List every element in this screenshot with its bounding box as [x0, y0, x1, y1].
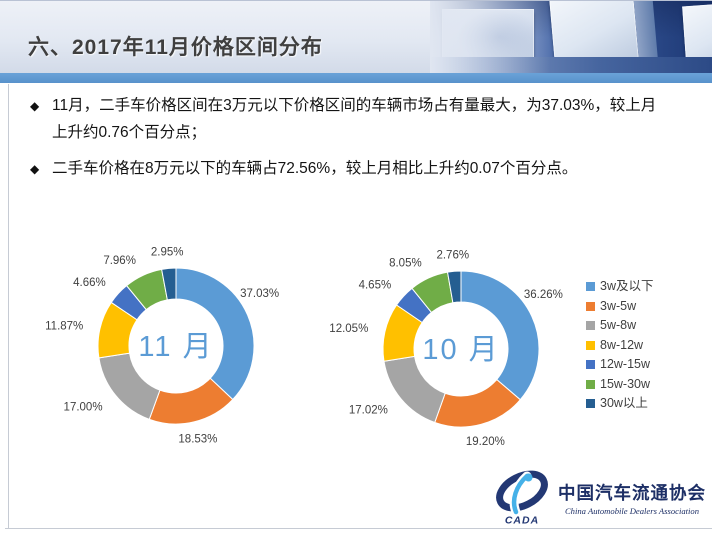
org-name-cn: 中国汽车流通协会 — [558, 483, 706, 503]
chart-center-label: 10 月 — [422, 334, 499, 366]
donut-slice — [446, 270, 462, 304]
legend-label: 30w以上 — [600, 396, 648, 411]
donut-slice — [175, 267, 255, 401]
slice-label: 37.03% — [240, 288, 279, 300]
slice-label: 4.66% — [73, 277, 106, 289]
legend-label: 3w-5w — [600, 298, 637, 313]
slice-label: 19.20% — [466, 436, 505, 448]
cada-acronym: CADA — [505, 515, 539, 527]
cada-logo: CADA 中国汽车流通协会 China Automobile Dealers A… — [494, 470, 706, 526]
org-name-en: China Automobile Dealers Association — [564, 506, 700, 516]
bullet-item: ◆ 二手车价格在8万元以下的车辆占72.56%，较上月相比上升约0.07个百分点… — [30, 155, 664, 182]
legend-swatch-icon — [586, 282, 595, 291]
diamond-bullet-icon: ◆ — [30, 99, 40, 113]
donut-chart-october: 36.26% 19.20% 17.02% 12.05% 4.65% 8.05% 2.76% 1… — [329, 249, 563, 448]
cube-icon — [682, 1, 712, 63]
slice-label: 2.76% — [436, 249, 469, 261]
bullet-item: ◆ 11月，二手车价格区间在3万元以下价格区间的车辆市场占有量最大，为37.03… — [30, 92, 664, 146]
cubes-fade — [430, 1, 550, 74]
header-cubes-art — [430, 1, 712, 74]
slice-label: 7.96% — [103, 255, 136, 267]
legend-item: 3w-5w — [586, 298, 653, 313]
legend-swatch-icon — [586, 321, 595, 330]
donut-slice — [98, 352, 161, 420]
legend-label: 8w-12w — [600, 337, 644, 352]
page-title: 六、2017年11月价格区间分布 — [28, 36, 323, 59]
logo-text: 中国汽车流通协会 China Automobile Dealers Associ… — [558, 480, 706, 516]
slice-label: 12.05% — [329, 323, 368, 335]
donut-slice — [460, 270, 540, 401]
legend-item: 5w-8w — [586, 318, 653, 333]
cube-face — [682, 1, 712, 63]
legend-label: 3w及以下 — [600, 279, 654, 294]
legend-item: 12w-15w — [586, 357, 653, 372]
donut-chart-november: 37.03% 18.53% 17.00% 11.87% 4.66% 7.96% 2.95% 1… — [45, 246, 279, 445]
content-left-border — [8, 84, 9, 528]
diamond-bullet-icon: ◆ — [30, 162, 40, 176]
chart-center-label: 11 月 — [138, 331, 213, 363]
legend-item: 15w-30w — [586, 376, 653, 391]
legend-label: 12w-15w — [600, 357, 651, 372]
legend-swatch-icon — [586, 360, 595, 369]
summary-bullets: ◆ 11月，二手车价格区间在3万元以下价格区间的车辆市场占有量最大，为37.03… — [30, 92, 664, 191]
legend-item: 3w及以下 — [586, 279, 654, 294]
slice-label: 36.26% — [524, 289, 563, 301]
bullet-text: 11月，二手车价格区间在3万元以下价格区间的车辆市场占有量最大，为37.03%，… — [52, 97, 657, 141]
slice-label: 11.87% — [45, 320, 83, 332]
legend-swatch-icon — [586, 301, 595, 311]
legend-swatch-icon — [586, 379, 595, 389]
legend-label: 15w-30w — [600, 376, 651, 391]
chart-legend: 3w及以下 3w-5w 5w-8w 8w-12w 12w-15w 15w-30w 30w以上 — [586, 279, 654, 418]
slice-label: 17.02% — [349, 405, 388, 417]
slice-label: 8.05% — [389, 258, 422, 270]
cada-emblem-icon: CADA — [496, 470, 548, 527]
legend-label: 5w-8w — [600, 318, 637, 333]
slice-label: 4.65% — [359, 280, 392, 292]
slide-header: 六、2017年11月价格区间分布 — [0, 0, 712, 74]
legend-swatch-icon — [586, 340, 595, 350]
donut-slice — [161, 267, 177, 301]
legend-item: 8w-12w — [586, 337, 653, 352]
slice-label: 18.53% — [178, 433, 217, 445]
content-bottom-border — [5, 528, 712, 529]
donut-slice — [383, 355, 446, 424]
legend-swatch-icon — [586, 399, 595, 408]
slice-label: 2.95% — [151, 246, 184, 258]
legend-item: 30w以上 — [586, 396, 653, 411]
accent-bar — [0, 73, 712, 83]
bullet-text: 二手车价格在8万元以下的车辆占72.56%，较上月相比上升约0.07个百分点。 — [52, 160, 578, 177]
slice-label: 17.00% — [64, 401, 103, 413]
